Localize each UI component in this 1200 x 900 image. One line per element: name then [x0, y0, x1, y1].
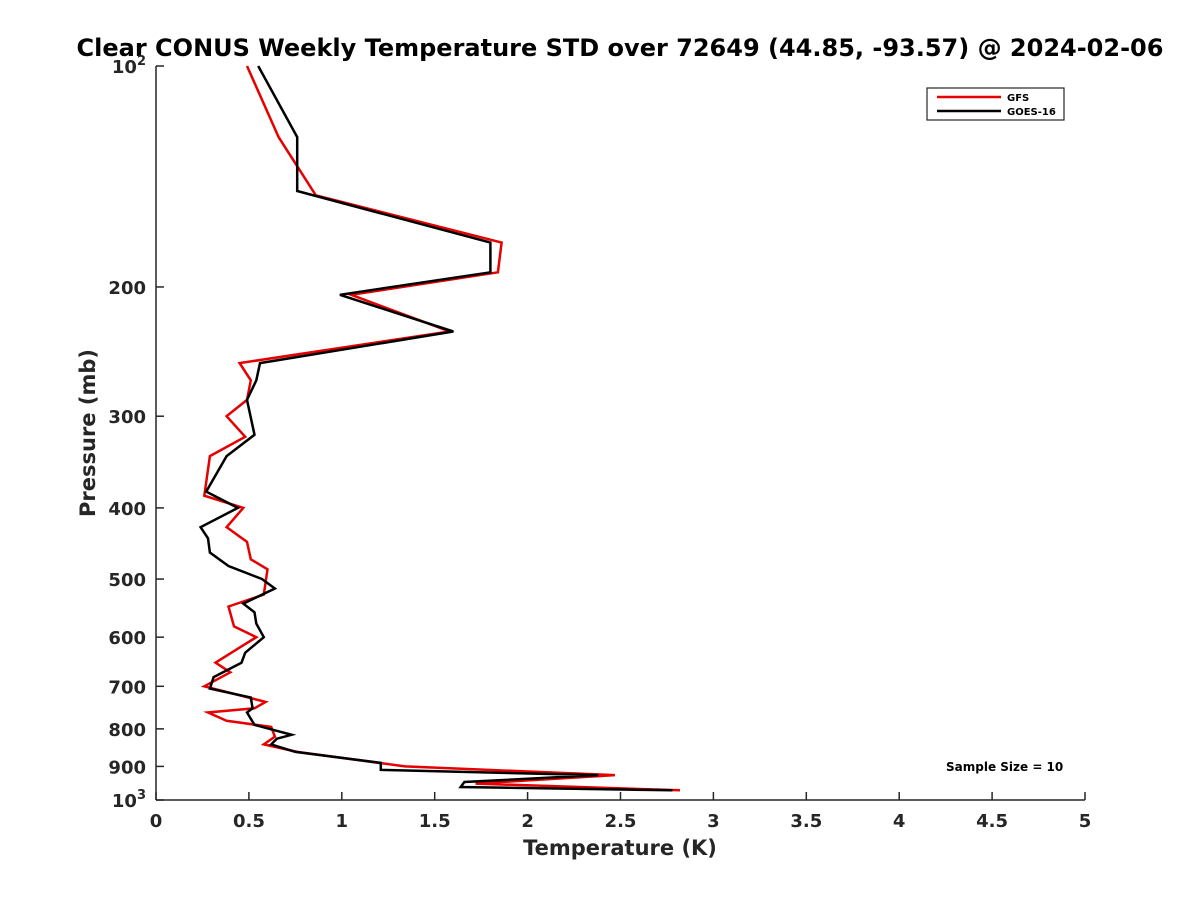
legend: GFS GOES-16: [926, 87, 1065, 121]
x-tick-label: 1: [336, 811, 349, 832]
x-tick-label: 3.5: [790, 811, 822, 832]
x-tick-label: 0: [150, 811, 163, 832]
x-tick-label: 5: [1079, 811, 1092, 832]
x-tick-label: 0.5: [233, 811, 265, 832]
y-tick-label: 102: [112, 54, 146, 78]
sample-size-annotation: Sample Size = 10: [946, 760, 1063, 774]
x-tick-label: 1.5: [419, 811, 451, 832]
x-tick-label: 4.5: [976, 811, 1008, 832]
y-tick-label: 200: [108, 278, 146, 299]
y-tick-label: 103: [112, 788, 146, 812]
series-line-goes-16: [198, 65, 673, 792]
x-tick-label: 4: [893, 811, 906, 832]
y-tick-label: 300: [108, 407, 146, 428]
y-tick-label: 700: [108, 677, 146, 698]
x-tick-label: 3: [707, 811, 720, 832]
series-line-gfs: [200, 65, 681, 792]
legend-box: [926, 87, 1065, 121]
legend-label: GOES-16: [1007, 107, 1056, 118]
y-tick-label: 800: [108, 720, 146, 741]
plot-area: 0 0.5 1 1.5 2 2.5 3 3.5 4 4.5 5 102 200 300 400 500 600 7…: [108, 54, 1091, 832]
chart-title: Clear CONUS Weekly Temperature STD over …: [77, 34, 1164, 62]
x-tick-label: 2: [521, 811, 534, 832]
y-tick-label: 600: [108, 628, 146, 649]
y-axis-label: Pressure (mb): [76, 349, 100, 517]
y-tick-label: 500: [108, 570, 146, 591]
x-tick-label: 2.5: [605, 811, 637, 832]
x-axis-label: Temperature (K): [523, 836, 717, 860]
y-tick-label: 400: [108, 499, 146, 520]
legend-label: GFS: [1007, 93, 1029, 104]
y-tick-label: 900: [108, 757, 146, 778]
